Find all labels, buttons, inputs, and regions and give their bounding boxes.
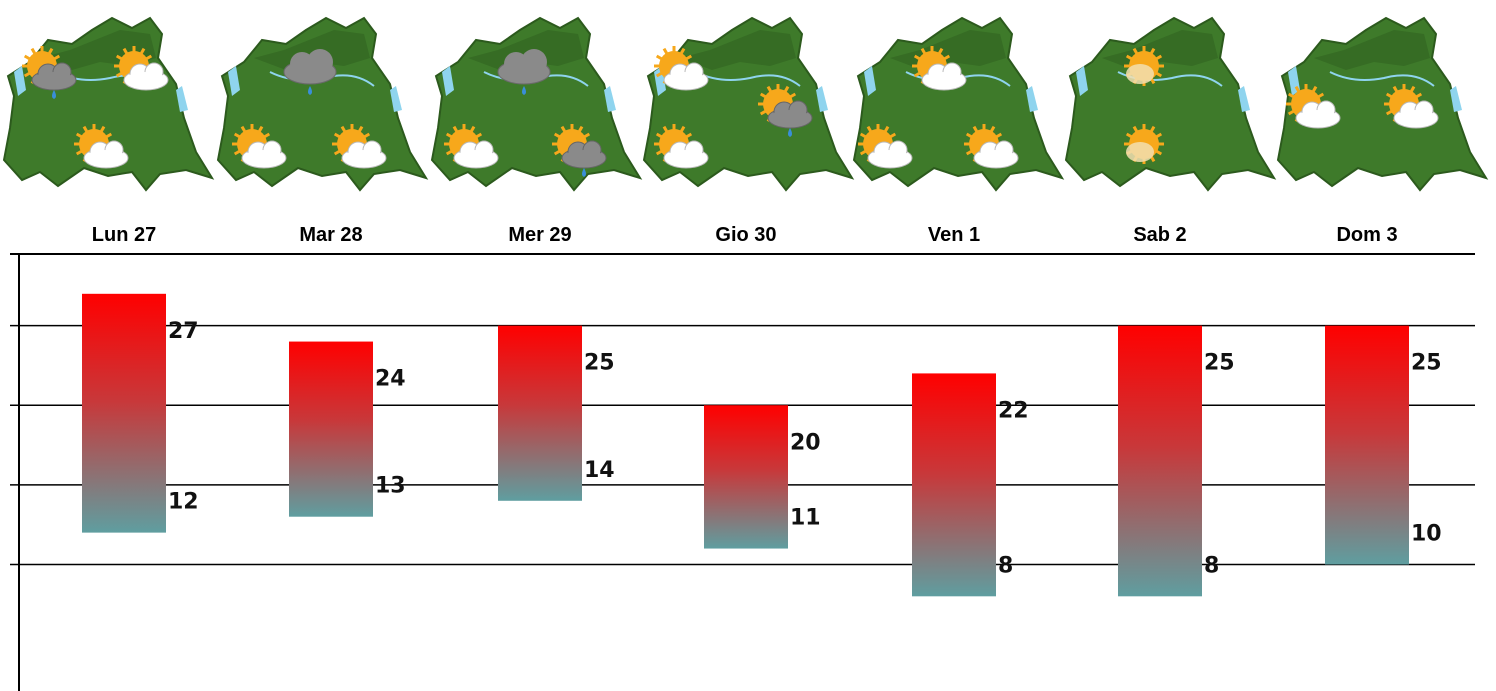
min-temp-label: 14 — [584, 458, 615, 483]
weather-map-0 — [0, 0, 215, 220]
lake-shape — [864, 66, 876, 96]
temperature-bar — [82, 293, 166, 533]
min-temp-label: 8 — [998, 553, 1013, 578]
weather-sun-cloud-icon — [654, 46, 709, 91]
temperature-bar — [704, 405, 788, 549]
weather-map-4 — [850, 0, 1065, 220]
weather-map-1 — [214, 0, 429, 220]
lake-shape — [442, 66, 454, 96]
temperature-bar — [1325, 325, 1409, 565]
day-label: Lun 27 — [91, 224, 157, 246]
weather-sun-haze-icon — [1124, 46, 1164, 86]
max-temp-label: 25 — [1411, 351, 1442, 376]
day-label: Mar 28 — [299, 224, 363, 246]
weather-sun-cloud-icon — [332, 124, 387, 169]
weather-rain-cloud-icon — [283, 49, 337, 95]
weather-sun-cloud-icon — [964, 124, 1019, 169]
weather-sun-cloud-icon — [858, 124, 913, 169]
day-label: Dom 3 — [1336, 224, 1398, 246]
weather-map-5 — [1062, 0, 1277, 220]
weather-sun-cloud-icon — [912, 46, 967, 91]
min-temp-label: 13 — [375, 474, 406, 499]
max-temp-label: 25 — [1204, 351, 1235, 376]
temperature-bar — [912, 373, 996, 597]
max-temp-label: 24 — [375, 367, 406, 392]
min-temp-label: 11 — [790, 506, 821, 531]
weather-sun-cloud-icon — [1286, 84, 1341, 129]
weather-maps-row — [0, 0, 1496, 220]
region-map-shape — [1276, 16, 1489, 192]
min-temp-label: 10 — [1411, 521, 1442, 546]
weather-sun-cloud-icon — [444, 124, 499, 169]
day-label: Gio 30 — [715, 224, 777, 246]
weather-sun-cloud-icon — [74, 124, 129, 169]
lake-shape — [14, 66, 26, 96]
max-temp-label: 20 — [790, 430, 821, 455]
max-temp-label: 25 — [584, 351, 615, 376]
lake-shape — [228, 66, 240, 96]
weather-map-3 — [640, 0, 855, 220]
weather-map-2 — [428, 0, 643, 220]
weather-sun-cloud-icon — [232, 124, 287, 169]
region-map-shape — [1064, 16, 1277, 192]
weather-sun-cloud-rain-icon — [22, 46, 77, 99]
lake-shape — [1076, 66, 1088, 96]
day-label: Mer 29 — [508, 224, 572, 246]
max-temp-label: 22 — [998, 398, 1029, 423]
max-temp-label: 27 — [168, 319, 199, 344]
min-temp-label: 12 — [168, 490, 199, 515]
weather-sun-haze-icon — [1124, 124, 1164, 164]
weather-rain-cloud-icon — [497, 49, 551, 95]
weather-sun-cloud-rain-icon — [552, 124, 607, 177]
day-labels-row: Lun 27 Mar 28 Mer 29 Gio 30 Ven 1 Sab 2 Dom 3 — [0, 224, 1496, 254]
day-label: Ven 1 — [927, 224, 981, 246]
temperature-bar — [1118, 325, 1202, 597]
min-temp-label: 8 — [1204, 553, 1219, 578]
weather-map-6 — [1274, 0, 1489, 220]
temperature-chart: 27 12 24 13 25 14 20 11 22 8 25 8 25 10 — [10, 253, 1475, 691]
temperature-bar — [498, 325, 582, 501]
weather-sun-cloud-rain-icon — [758, 84, 813, 137]
temperature-bar — [289, 341, 373, 517]
weather-sun-cloud-icon — [1384, 84, 1439, 129]
weather-sun-cloud-icon — [114, 46, 169, 91]
day-label: Sab 2 — [1133, 224, 1187, 246]
weather-sun-cloud-icon — [654, 124, 709, 169]
